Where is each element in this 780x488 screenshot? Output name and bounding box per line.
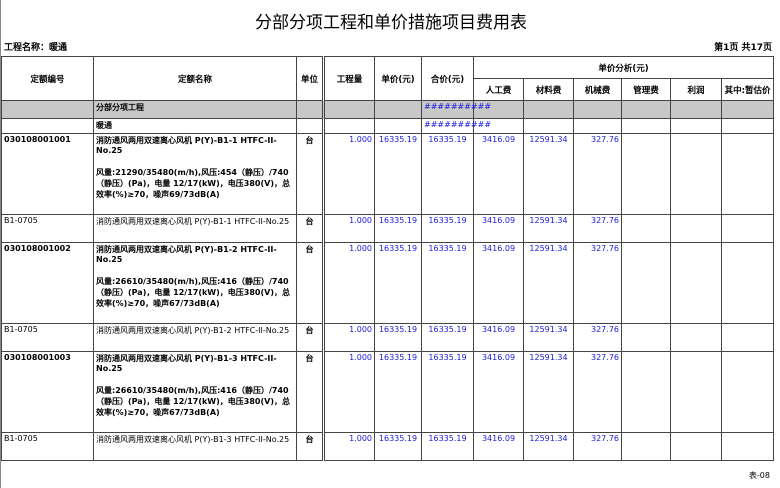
row-name-text: 消防通风两用双速离心风机 P(Y)-B1-2 HTFC-II-No.25 — [96, 245, 277, 264]
header-price: 单价(元) — [374, 56, 422, 101]
header-mgmt: 管理费 — [621, 78, 671, 101]
header-qty: 工程量 — [323, 56, 375, 101]
header-provisional: 其中:暂估价 — [720, 78, 775, 101]
header-code: 定额编号 — [1, 56, 94, 101]
row-price: 16335.19 — [374, 214, 422, 243]
row-material: 12591.34 — [523, 242, 574, 324]
row-machine: 327.76 — [573, 133, 622, 215]
row-qty: 1.000 — [323, 432, 375, 461]
row-price: 16335.19 — [374, 242, 422, 324]
row-labor: 3416.09 — [473, 432, 524, 461]
section-total: ########## — [421, 100, 491, 119]
page-title: 分部分项工程和单价措施项目费用表 — [255, 13, 527, 33]
row-name: 消防通风两用双速离心风机 P(Y)-B1-1 HTFC-II-No.25 风量:2… — [93, 133, 297, 215]
row-code: 030108001001 — [1, 133, 94, 215]
header-name: 定额名称 — [93, 56, 297, 101]
row-total: 16335.19 — [421, 323, 474, 352]
row-machine: 327.76 — [573, 351, 622, 433]
row-total: 16335.19 — [421, 242, 474, 324]
row-qty: 1.000 — [323, 242, 375, 324]
table-row: 030108001002 消防通风两用双速离心风机 P(Y)-B1-2 HTFC… — [1, 242, 775, 324]
subsection-row: 暖通 ########## — [1, 118, 775, 134]
row-qty: 1.000 — [323, 214, 375, 243]
row-unit: 台 — [296, 323, 325, 352]
row-name-text: 消防通风两用双速离心风机 P(Y)-B1-1 HTFC-II-No.25 — [96, 136, 277, 155]
row-total: 16335.19 — [421, 432, 474, 461]
row-material: 12591.34 — [523, 432, 574, 461]
row-price: 16335.19 — [374, 323, 422, 352]
row-unit: 台 — [296, 133, 325, 215]
row-qty: 1.000 — [323, 133, 375, 215]
row-name-text: 消防通风两用双速离心风机 P(Y)-B1-1 HTFC-II-No.25 — [96, 217, 290, 226]
header-total: 合价(元) — [421, 56, 474, 101]
row-code: B1-0705 — [1, 214, 94, 243]
row-material: 12591.34 — [523, 214, 574, 243]
row-price: 16335.19 — [374, 351, 422, 433]
row-desc: 风量:21290/35480(m/h),风压:454（静压）/740（静压）(P… — [96, 168, 290, 199]
row-desc: 风量:26610/35480(m/h),风压:416（静压）/740（静压）(P… — [96, 386, 290, 417]
row-name: 消防通风两用双速离心风机 P(Y)-B1-1 HTFC-II-No.25 — [93, 214, 297, 243]
row-material: 12591.34 — [523, 133, 574, 215]
row-unit: 台 — [296, 242, 325, 324]
project-name: 工程名称：暖通 — [4, 43, 68, 53]
row-code: 030108001002 — [1, 242, 94, 324]
table-row: B1-0705 消防通风两用双速离心风机 P(Y)-B1-2 HTFC-II-N… — [1, 323, 775, 352]
row-labor: 3416.09 — [473, 133, 524, 215]
row-name-text: 消防通风两用双速离心风机 P(Y)-B1-3 HTFC-II-No.25 — [96, 354, 277, 373]
header-profit: 利润 — [670, 78, 722, 101]
row-labor: 3416.09 — [473, 351, 524, 433]
row-price: 16335.19 — [374, 133, 422, 215]
header-analysis: 单价分析(元) — [472, 56, 775, 79]
row-name: 消防通风两用双速离心风机 P(Y)-B1-3 HTFC-II-No.25 — [93, 432, 297, 461]
row-total: 16335.19 — [421, 133, 474, 215]
row-qty: 1.000 — [323, 323, 375, 352]
row-labor: 3416.09 — [473, 214, 524, 243]
cost-table: 定额编号 定额名称 单位 工程量 单价(元) 合价(元) 单价分析(元) 人工费… — [1, 56, 775, 461]
table-row: 030108001001 消防通风两用双速离心风机 P(Y)-B1-1 HTFC… — [1, 133, 775, 215]
row-desc: 风量:26610/35480(m/h),风压:416（静压）/740（静压）(P… — [96, 277, 290, 308]
table-row: B1-0705 消防通风两用双速离心风机 P(Y)-B1-1 HTFC-II-N… — [1, 214, 775, 243]
row-machine: 327.76 — [573, 323, 622, 352]
row-name-text: 消防通风两用双速离心风机 P(Y)-B1-3 HTFC-II-No.25 — [96, 435, 290, 444]
row-machine: 327.76 — [573, 432, 622, 461]
section-name: 分部分项工程 — [93, 100, 297, 119]
row-unit: 台 — [296, 351, 325, 433]
row-total: 16335.19 — [421, 214, 474, 243]
row-code: 030108001003 — [1, 351, 94, 433]
row-labor: 3416.09 — [473, 323, 524, 352]
subsection-name: 暖通 — [93, 118, 297, 134]
row-unit: 台 — [296, 432, 325, 461]
header-labor: 人工费 — [473, 78, 524, 101]
row-unit: 台 — [296, 214, 325, 243]
row-name-text: 消防通风两用双速离心风机 P(Y)-B1-2 HTFC-II-No.25 — [96, 326, 290, 335]
header-material: 材料费 — [523, 78, 574, 101]
row-name: 消防通风两用双速离心风机 P(Y)-B1-3 HTFC-II-No.25 风量:2… — [93, 351, 297, 433]
section-row: 分部分项工程 ########## — [1, 100, 775, 119]
row-material: 12591.34 — [523, 323, 574, 352]
row-qty: 1.000 — [323, 351, 375, 433]
table-footer: 表-08 — [748, 471, 770, 480]
table-row: 030108001003 消防通风两用双速离心风机 P(Y)-B1-3 HTFC… — [1, 351, 775, 433]
table-row: B1-0705 消防通风两用双速离心风机 P(Y)-B1-3 HTFC-II-N… — [1, 432, 775, 461]
header-machine: 机械费 — [573, 78, 622, 101]
row-machine: 327.76 — [573, 242, 622, 324]
row-labor: 3416.09 — [473, 242, 524, 324]
row-machine: 327.76 — [573, 214, 622, 243]
subsection-total: ########## — [421, 118, 491, 134]
row-price: 16335.19 — [374, 432, 422, 461]
row-name: 消防通风两用双速离心风机 P(Y)-B1-2 HTFC-II-No.25 — [93, 323, 297, 352]
row-material: 12591.34 — [523, 351, 574, 433]
row-total: 16335.19 — [421, 351, 474, 433]
header-unit: 单位 — [296, 56, 325, 101]
page-info: 第1页 共17页 — [714, 43, 772, 53]
row-code: B1-0705 — [1, 432, 94, 461]
row-code: B1-0705 — [1, 323, 94, 352]
row-name: 消防通风两用双速离心风机 P(Y)-B1-2 HTFC-II-No.25 风量:2… — [93, 242, 297, 324]
